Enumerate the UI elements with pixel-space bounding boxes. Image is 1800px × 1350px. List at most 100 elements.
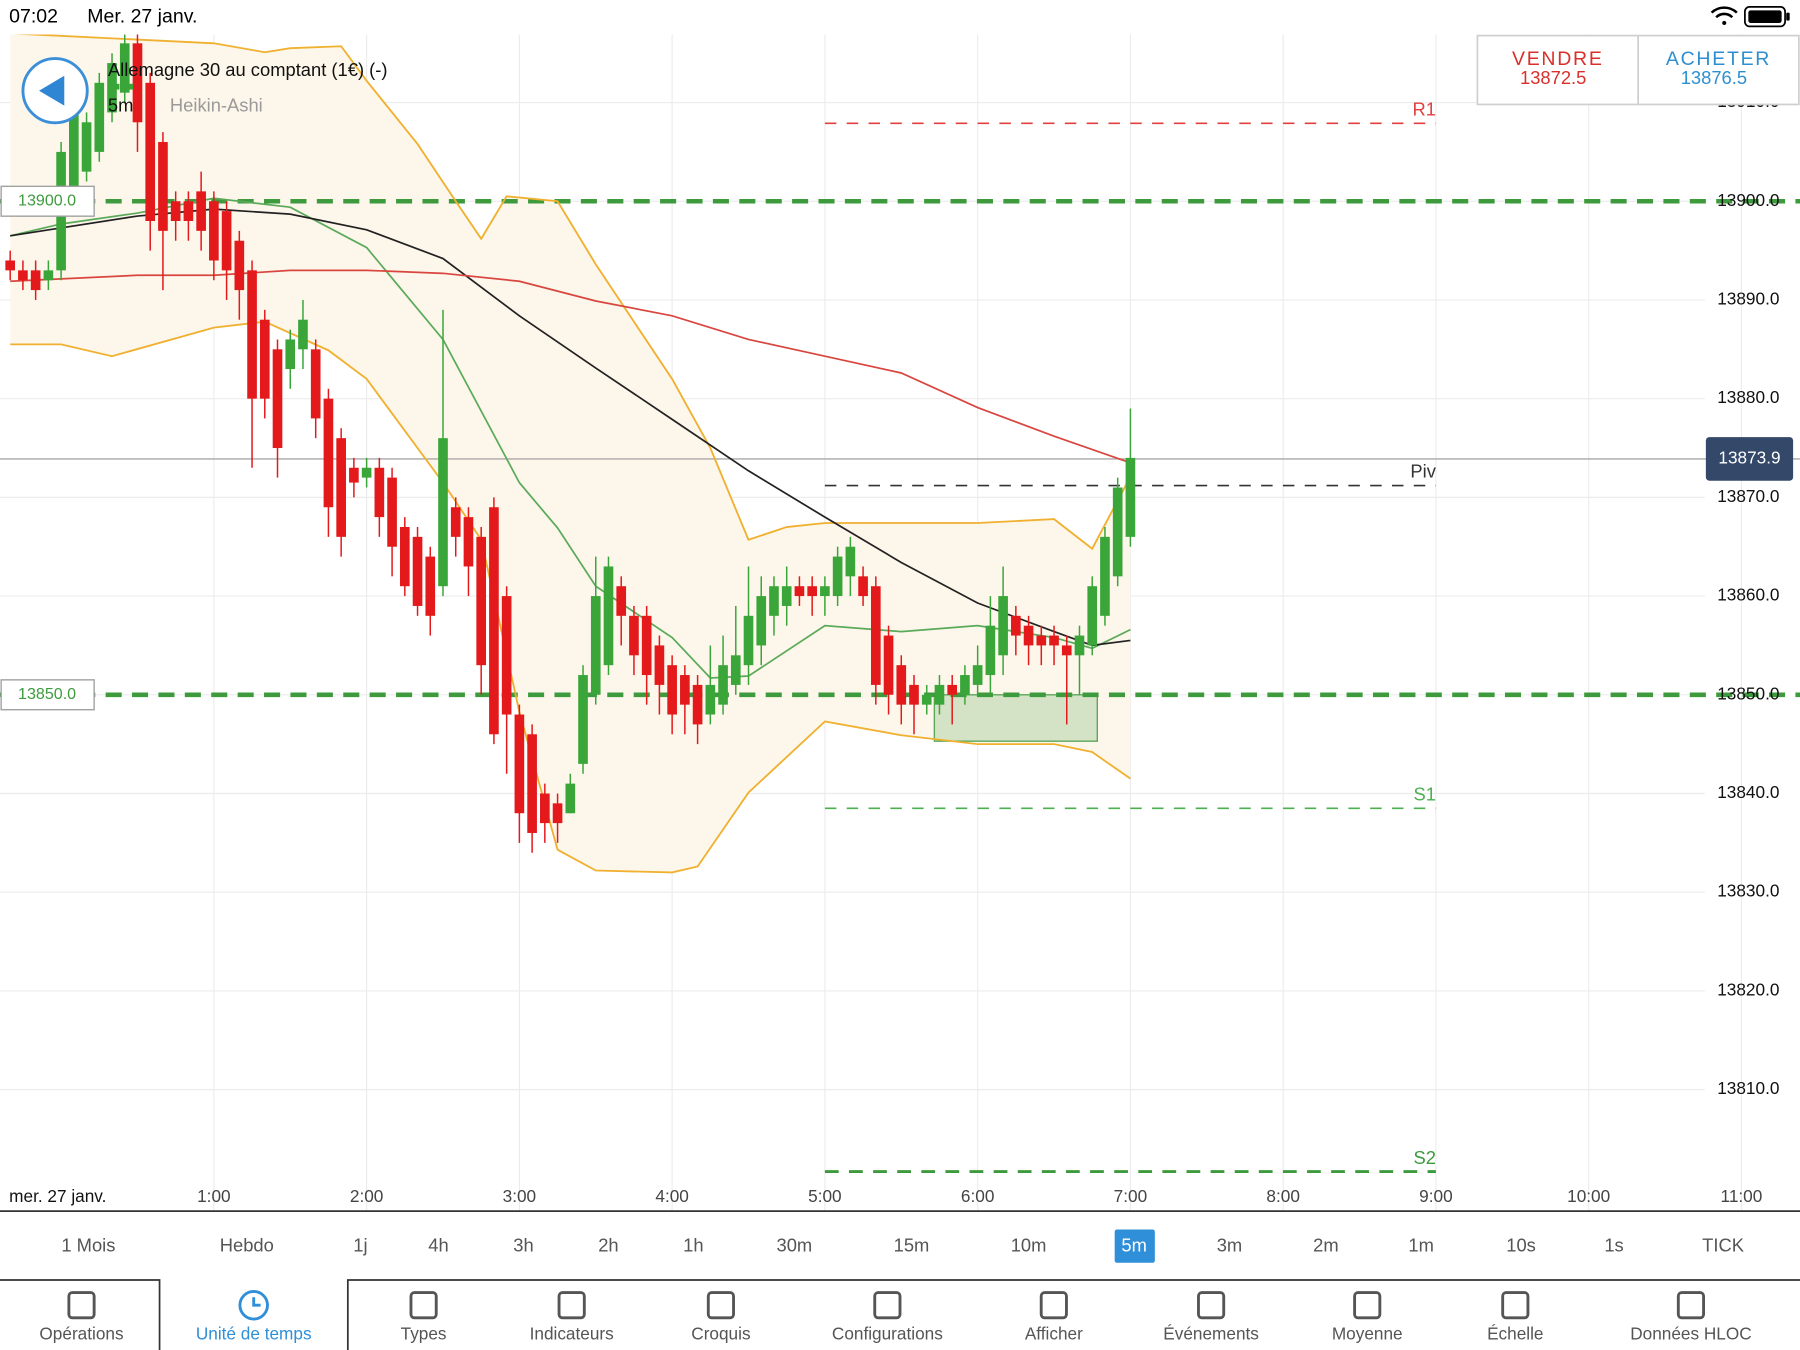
timeframe-button[interactable]: 1j [353,1235,367,1256]
tab-icon[interactable] [1501,1291,1530,1320]
timeframe-label[interactable]: 1m [1408,1235,1434,1256]
timeframe-label[interactable]: 5m [1121,1235,1147,1256]
candle-body [578,675,588,764]
timeframe-label[interactable]: 15m [894,1235,930,1256]
timeframe-button[interactable]: 2h [598,1235,618,1256]
tab-icon[interactable] [409,1291,438,1320]
sell-price[interactable]: 13872.5 [1520,67,1586,88]
toolbar-tab[interactable]: Unité de temps [196,1290,312,1344]
level-label: 13900.0 [18,192,76,210]
tab-icon[interactable] [252,1297,261,1307]
toolbar-tab[interactable]: Croquis [691,1291,751,1344]
tab-icon[interactable] [238,1290,269,1321]
tab-icon[interactable] [1353,1291,1382,1320]
tab-icon[interactable] [1197,1291,1226,1320]
toolbar-tab[interactable]: Échelle [1487,1291,1544,1344]
candle-body [985,625,996,676]
tab-icon[interactable] [706,1291,735,1320]
timeframe-button[interactable]: 3m [1217,1235,1243,1256]
timeframe-button[interactable]: 30m [777,1235,813,1256]
candle-body [119,43,130,93]
timeframe-label[interactable]: 4h [428,1235,448,1256]
candle-body [1112,487,1123,577]
timeframe-button[interactable]: 5m [1114,1229,1155,1263]
toolbar-tab[interactable]: Types [401,1291,447,1344]
timeframe-label[interactable]: TICK [1702,1235,1745,1256]
timeframe-button[interactable]: 1s [1604,1235,1623,1256]
level-label-box [0,679,95,711]
level-label: 13850.0 [18,685,76,703]
buy-label[interactable]: ACHETER [1666,48,1771,70]
candle-body [514,714,525,814]
candle-body [234,240,245,291]
tab-label[interactable]: Croquis [691,1324,750,1344]
timeframe-label[interactable]: 1 Mois [61,1235,115,1256]
timeframe-label[interactable]: 1h [683,1235,703,1256]
timeframe-label[interactable]: 10m [1011,1235,1047,1256]
timeframe-label[interactable]: 3h [513,1235,533,1256]
back-button[interactable] [21,57,89,125]
tab-label[interactable]: Opérations [39,1324,123,1344]
timeframe-label[interactable]: 2h [598,1235,618,1256]
tab-label[interactable]: Moyenne [1332,1324,1403,1344]
timeframe-label[interactable]: Hebdo [220,1235,274,1256]
x-tick-label: 7:00 [1114,1186,1147,1206]
buy-button[interactable]: ACHETER 13876.5 [1666,48,1771,88]
tab-label[interactable]: Échelle [1487,1324,1543,1344]
toolbar-tab[interactable]: Indicateurs [530,1291,614,1344]
ha-indicator [107,83,120,90]
timeframe-selected[interactable] [1114,1229,1155,1263]
candle-body [845,546,856,577]
sell-button[interactable]: VENDRE 13872.5 [1512,48,1604,88]
timeframe-button[interactable]: 1h [683,1235,703,1256]
tab-label[interactable]: Données HLOC [1630,1324,1751,1344]
timeframe-label[interactable]: 10s [1506,1235,1536,1256]
toolbar-tab[interactable]: Configurations [832,1291,943,1344]
candle-body [921,694,932,705]
tab-label[interactable]: Indicateurs [530,1324,614,1344]
timeframe-button[interactable]: Hebdo [220,1235,274,1256]
tab-label[interactable]: Types [401,1324,447,1344]
tab-label[interactable]: Afficher [1025,1324,1083,1344]
timeframe-button[interactable]: 4h [428,1235,448,1256]
chart: R1 Piv S1 S2 13900.0 13850.0 13810.0 13820.0 138… [0,34,1800,1212]
timeframe-button[interactable]: 1m [1408,1235,1434,1256]
timeframe-label[interactable]: 3m [1217,1235,1243,1256]
timeframe-label[interactable]: 30m [777,1235,813,1256]
tab-label[interactable]: Configurations [832,1324,943,1344]
timeframe-button[interactable]: 2m [1313,1235,1339,1256]
candle-body [718,665,728,705]
toolbar-tab[interactable]: Données HLOC [1630,1291,1752,1344]
toolbar-tab[interactable]: Afficher [1025,1291,1083,1344]
timeframe-button[interactable]: 10m [1011,1235,1047,1256]
timeframe-label[interactable]: 2m [1313,1235,1339,1256]
timeframe-button[interactable]: 3h [513,1235,533,1256]
timeframe-label[interactable]: 1j [353,1235,367,1256]
candle-body [552,803,563,824]
candle-body [94,82,105,152]
zone [933,694,1099,742]
timeframe-label[interactable]: 1s [1604,1235,1623,1256]
y-tick-label: 13890.0 [1717,289,1779,309]
candle-body [183,201,194,221]
timeframe-button[interactable]: 15m [894,1235,930,1256]
tab-label[interactable]: Événements [1163,1324,1259,1344]
toolbar-tab[interactable]: Moyenne [1332,1291,1403,1344]
tab-icon[interactable] [1676,1291,1706,1320]
timeframe-button[interactable]: 1 Mois [61,1235,115,1256]
tab-icon[interactable] [67,1291,96,1320]
timeframe-button[interactable]: TICK [1702,1235,1745,1256]
tab-label[interactable]: Unité de temps [196,1324,312,1344]
buy-price[interactable]: 13876.5 [1681,67,1747,88]
candle-body [1049,635,1059,646]
tab-icon[interactable] [873,1291,902,1320]
candle-body [336,438,346,537]
toolbar-tab[interactable]: Opérations [39,1291,124,1344]
tab-icon[interactable] [1039,1291,1068,1320]
sell-label[interactable]: VENDRE [1512,48,1604,70]
y-tick-label: 13830.0 [1717,881,1779,901]
timeframe-button[interactable]: 10s [1506,1235,1536,1256]
tab-icon[interactable] [557,1291,586,1320]
toolbar-tab[interactable]: Événements [1163,1291,1259,1344]
